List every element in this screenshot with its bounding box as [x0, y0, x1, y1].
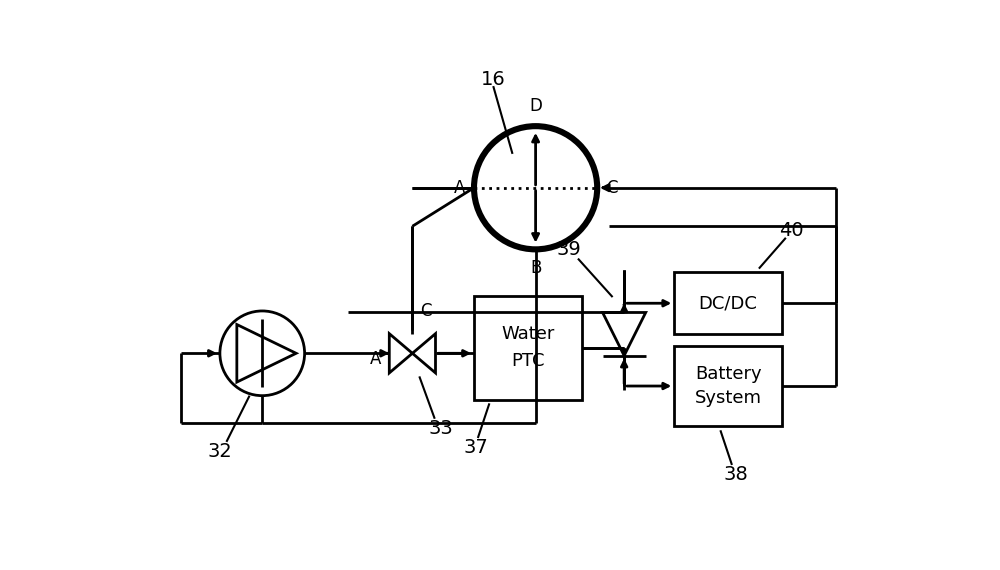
Text: 33: 33: [429, 420, 453, 438]
Text: C: C: [606, 179, 618, 197]
Text: DC/DC: DC/DC: [699, 294, 758, 312]
Text: B: B: [530, 259, 541, 276]
Text: PTC: PTC: [511, 352, 545, 370]
Text: 39: 39: [556, 240, 581, 259]
Text: A: A: [453, 179, 465, 197]
Text: 38: 38: [723, 465, 748, 484]
Text: 40: 40: [779, 221, 804, 239]
FancyBboxPatch shape: [674, 272, 782, 334]
Text: C: C: [420, 302, 432, 320]
Text: Battery: Battery: [695, 365, 761, 384]
Text: Water: Water: [501, 325, 555, 343]
Text: 16: 16: [481, 71, 506, 89]
FancyBboxPatch shape: [674, 345, 782, 426]
Text: D: D: [529, 97, 542, 115]
Text: 37: 37: [463, 438, 488, 457]
Text: A: A: [370, 351, 382, 368]
Text: System: System: [695, 389, 762, 406]
Text: 32: 32: [208, 442, 233, 461]
FancyBboxPatch shape: [474, 296, 582, 400]
